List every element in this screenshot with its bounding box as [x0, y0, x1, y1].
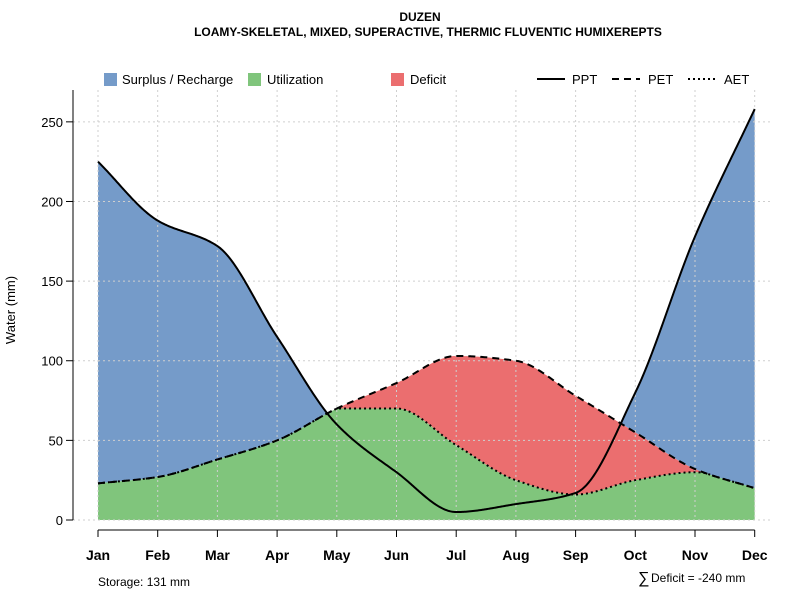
x-tick-label-oct: Oct	[624, 547, 648, 563]
storage-annotation: Storage: 131 mm	[98, 575, 190, 589]
surplus-area	[98, 109, 755, 489]
x-tick-label-jul: Jul	[446, 547, 466, 563]
legend: Surplus / Recharge Utilization Deficit P…	[104, 72, 749, 87]
series-line-aet	[97, 407, 755, 496]
x-tick-label-dec: Dec	[742, 547, 768, 563]
deficit-annotation: Deficit = -240 mm	[651, 571, 745, 585]
y-axis-label: Water (mm)	[3, 276, 18, 344]
x-tick-label-sep: Sep	[563, 547, 589, 563]
chart-title: DUZEN	[399, 10, 440, 24]
legend-label-surplus: Surplus / Recharge	[122, 72, 233, 87]
series-lines	[97, 108, 756, 514]
y-tick-label-1: 50	[49, 433, 63, 448]
y-tick-label-4: 200	[41, 194, 63, 209]
legend-label-ppt: PPT	[572, 72, 597, 87]
x-tick-label-nov: Nov	[682, 547, 709, 563]
y-tick-label-0: 0	[56, 513, 63, 528]
axes: 0 50 100 150 200 250 Jan Feb Mar Apr May Jun Jul Aug S…	[41, 90, 768, 563]
grid	[73, 90, 773, 521]
deficit-sum-symbol: ∑	[638, 570, 649, 587]
x-tick-label-mar: Mar	[205, 547, 230, 563]
y-tick-label-5: 250	[41, 115, 63, 130]
legend-label-pet: PET	[648, 72, 673, 87]
x-tick-label-may: May	[323, 547, 350, 563]
series-line-ppt	[97, 108, 756, 514]
x-tick-label-apr: Apr	[265, 547, 290, 563]
deficit-area	[98, 355, 755, 495]
x-tick-label-jun: Jun	[384, 547, 409, 563]
legend-label-aet: AET	[724, 72, 749, 87]
legend-label-deficit: Deficit	[410, 72, 447, 87]
chart-subtitle: LOAMY-SKELETAL, MIXED, SUPERACTIVE, THER…	[194, 25, 662, 39]
y-tick-label-2: 100	[41, 354, 63, 369]
x-tick-label-feb: Feb	[145, 547, 170, 563]
y-tick-label-3: 150	[41, 274, 63, 289]
legend-label-utilization: Utilization	[267, 72, 323, 87]
x-tick-label-aug: Aug	[502, 547, 529, 563]
area-layer	[98, 109, 755, 520]
x-tick-label-jan: Jan	[86, 547, 110, 563]
legend-swatch-deficit	[391, 73, 404, 86]
utilization-area	[98, 408, 755, 520]
legend-swatch-utilization	[248, 73, 261, 86]
legend-swatch-surplus	[104, 73, 117, 86]
